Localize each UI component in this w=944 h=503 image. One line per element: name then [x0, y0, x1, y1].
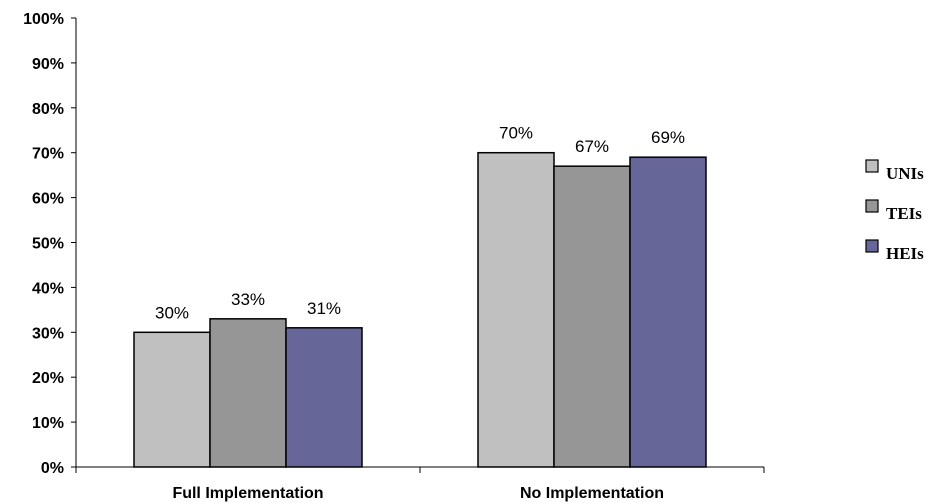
- data-label: 70%: [499, 124, 533, 143]
- y-tick-label: 20%: [32, 370, 64, 387]
- legend-swatch-heis: [865, 239, 879, 253]
- y-tick-label: 70%: [32, 146, 64, 163]
- x-tick-label: No Implementation: [520, 485, 664, 502]
- data-labels: 30% 33% 31% 70% 67% 69%: [155, 124, 685, 323]
- legend-label-heis: HEIs: [886, 244, 924, 263]
- y-axis: 0% 10% 20% 30% 40% 50% 60% 70% 80% 90% 100%: [23, 11, 77, 477]
- legend-label-teis: TEIs: [886, 204, 922, 223]
- bar-heis-no: [629, 156, 707, 468]
- y-tick-label: 0%: [41, 460, 64, 477]
- bar-teis-no: [553, 165, 631, 468]
- legend-label-unis: UNIs: [886, 164, 924, 183]
- legend-swatch-unis: [865, 159, 879, 173]
- data-label: 30%: [155, 303, 189, 322]
- legend: UNIs TEIs HEIs: [865, 159, 924, 263]
- legend-swatch-teis: [865, 199, 879, 213]
- bar-teis-full: [209, 318, 287, 468]
- x-tick-label: Full Implementation: [172, 485, 323, 502]
- bar-unis-full: [133, 331, 211, 468]
- bar-heis-full: [285, 327, 363, 468]
- y-tick-label: 80%: [32, 101, 64, 118]
- y-tick-label: 60%: [32, 191, 64, 208]
- data-label: 33%: [231, 290, 265, 309]
- y-tick-label: 100%: [23, 11, 64, 28]
- y-tick-label: 50%: [32, 236, 64, 253]
- bars: [133, 151, 707, 468]
- data-label: 69%: [651, 128, 685, 147]
- y-tick-label: 30%: [32, 325, 64, 342]
- x-axis: Full Implementation No Implementation: [75, 466, 765, 502]
- data-label: 67%: [575, 137, 609, 156]
- y-tick-label: 10%: [32, 415, 64, 432]
- bar-unis-no: [477, 151, 555, 468]
- y-tick-label: 90%: [32, 56, 64, 73]
- y-tick-label: 40%: [32, 280, 64, 297]
- data-label: 31%: [307, 299, 341, 318]
